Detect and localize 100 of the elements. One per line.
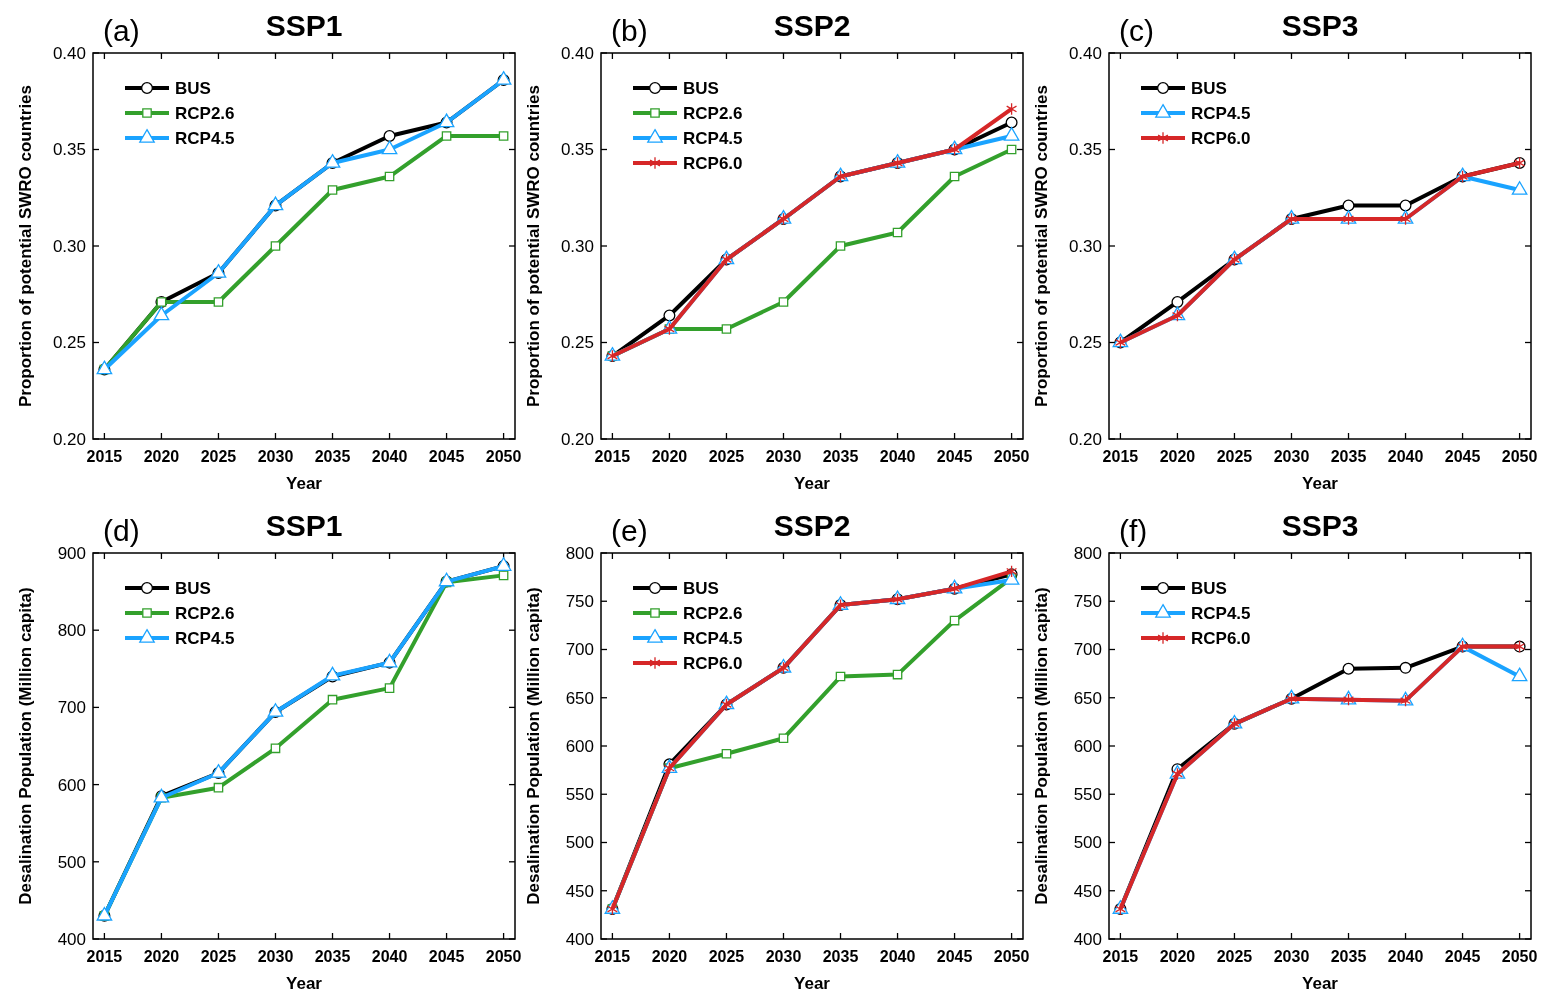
x-axis-title: Year [286, 474, 323, 493]
x-tick-label: 2015 [1102, 448, 1139, 465]
y-tick-label: 0.35 [52, 140, 86, 160]
y-tick-label: 500 [1073, 833, 1102, 853]
legend-label: RCP2.6 [683, 603, 743, 623]
x-axis-title: Year [1302, 474, 1339, 493]
y-tick-label: 0.20 [52, 429, 86, 449]
x-tick-label: 2050 [1501, 948, 1538, 965]
y-tick-label: 650 [1073, 688, 1102, 708]
legend-label: RCP6.0 [683, 153, 743, 173]
x-tick-label: 2015 [1102, 948, 1139, 965]
legend-label: BUS [683, 78, 719, 98]
y-axis-title: Desalination Population (Million capita) [524, 587, 543, 905]
x-tick-label: 2020 [1159, 448, 1196, 465]
y-axis-title: Proportion of potential SWRO countries [16, 84, 35, 408]
legend-label: RCP2.6 [683, 103, 743, 123]
text: (f) [1119, 514, 1148, 547]
x-tick-label: 2035 [314, 948, 351, 965]
x-tick-label: 2040 [879, 448, 916, 465]
y-tick-label: 0.40 [52, 43, 86, 63]
y-tick-label: 450 [1073, 881, 1102, 901]
y-tick-label: 600 [565, 736, 594, 756]
y-tick-label: 450 [565, 881, 594, 901]
y-tick-label: 750 [1073, 592, 1102, 612]
x-tick-label: 2040 [879, 948, 916, 965]
legend-label: BUS [175, 578, 211, 598]
y-axis-title: Proportion of potential SWRO countries [524, 84, 543, 408]
x-tick-label: 2030 [1273, 948, 1310, 965]
x-tick-label: 2040 [1387, 948, 1424, 965]
x-tick-label: 2035 [822, 448, 859, 465]
y-tick-label: 550 [565, 785, 594, 805]
legend-label: RCP6.0 [683, 653, 743, 673]
x-tick-label: 2050 [993, 948, 1030, 965]
chart-title: SSP3 [1281, 509, 1359, 542]
chart-title: SSP3 [1281, 9, 1359, 42]
y-tick-label: 0.30 [52, 236, 86, 256]
text: (c) [1119, 14, 1154, 47]
x-tick-label: 2050 [485, 948, 522, 965]
y-tick-label: 700 [57, 698, 86, 718]
x-tick-label: 2025 [1216, 448, 1253, 465]
x-tick-label: 2030 [765, 448, 802, 465]
x-tick-label: 2040 [371, 948, 408, 965]
x-tick-label: 2040 [1387, 448, 1424, 465]
y-tick-label: 0.30 [1068, 236, 1102, 256]
y-tick-label: 700 [565, 640, 594, 660]
y-tick-label: 400 [57, 929, 86, 949]
y-tick-label: 650 [565, 688, 594, 708]
x-tick-label: 2035 [314, 448, 351, 465]
y-axis-title: Desalination Population (Million capita) [1032, 587, 1051, 905]
y-tick-label: 0.25 [560, 333, 594, 353]
legend-label: RCP6.0 [1191, 628, 1251, 648]
x-tick-label: 2020 [143, 948, 180, 965]
y-tick-label: 750 [565, 592, 594, 612]
y-tick-label: 0.20 [560, 429, 594, 449]
x-tick-label: 2015 [594, 948, 631, 965]
legend-label: RCP2.6 [175, 603, 235, 623]
x-tick-label: 2030 [257, 448, 294, 465]
x-tick-label: 2025 [200, 948, 237, 965]
text: (d) [103, 514, 140, 547]
chart-title: SSP2 [773, 9, 851, 42]
chart-title: SSP1 [265, 9, 343, 42]
x-tick-label: 2030 [765, 948, 802, 965]
x-tick-label: 2015 [594, 448, 631, 465]
y-tick-label: 0.40 [560, 43, 594, 63]
x-tick-label: 2020 [651, 948, 688, 965]
y-tick-label: 600 [1073, 736, 1102, 756]
legend-label: RCP4.5 [683, 628, 743, 648]
x-tick-label: 2015 [86, 448, 123, 465]
chart-title: SSP1 [265, 509, 343, 542]
x-tick-label: 2015 [86, 948, 123, 965]
legend-label: BUS [683, 578, 719, 598]
y-tick-label: 500 [57, 852, 86, 872]
y-tick-label: 700 [1073, 640, 1102, 660]
x-tick-label: 2045 [1444, 448, 1481, 465]
y-tick-label: 600 [57, 775, 86, 795]
x-tick-label: 2030 [257, 948, 294, 965]
x-tick-label: 2025 [708, 448, 745, 465]
x-tick-label: 2025 [1216, 948, 1253, 965]
x-axis-title: Year [794, 974, 831, 993]
y-tick-label: 0.25 [52, 333, 86, 353]
x-tick-label: 2035 [1330, 948, 1367, 965]
legend-label: BUS [175, 78, 211, 98]
y-tick-label: 800 [1073, 543, 1102, 563]
legend-label: RCP4.5 [175, 128, 235, 148]
y-tick-label: 0.25 [1068, 333, 1102, 353]
x-tick-label: 2045 [428, 948, 465, 965]
y-tick-label: 0.30 [560, 236, 594, 256]
x-tick-label: 2020 [1159, 948, 1196, 965]
legend-label: RCP4.5 [683, 128, 743, 148]
y-tick-label: 0.35 [1068, 140, 1102, 160]
y-axis-title: Desalination Population (Million capita) [16, 587, 35, 905]
legend-label: RCP4.5 [1191, 603, 1251, 623]
legend-label: RCP4.5 [1191, 103, 1251, 123]
x-tick-label: 2035 [1330, 448, 1367, 465]
x-tick-label: 2020 [651, 448, 688, 465]
x-tick-label: 2050 [1501, 448, 1538, 465]
y-tick-label: 0.20 [1068, 429, 1102, 449]
y-axis-title: Proportion of potential SWRO countries [1032, 84, 1051, 408]
x-tick-label: 2045 [1444, 948, 1481, 965]
y-tick-label: 0.35 [560, 140, 594, 160]
